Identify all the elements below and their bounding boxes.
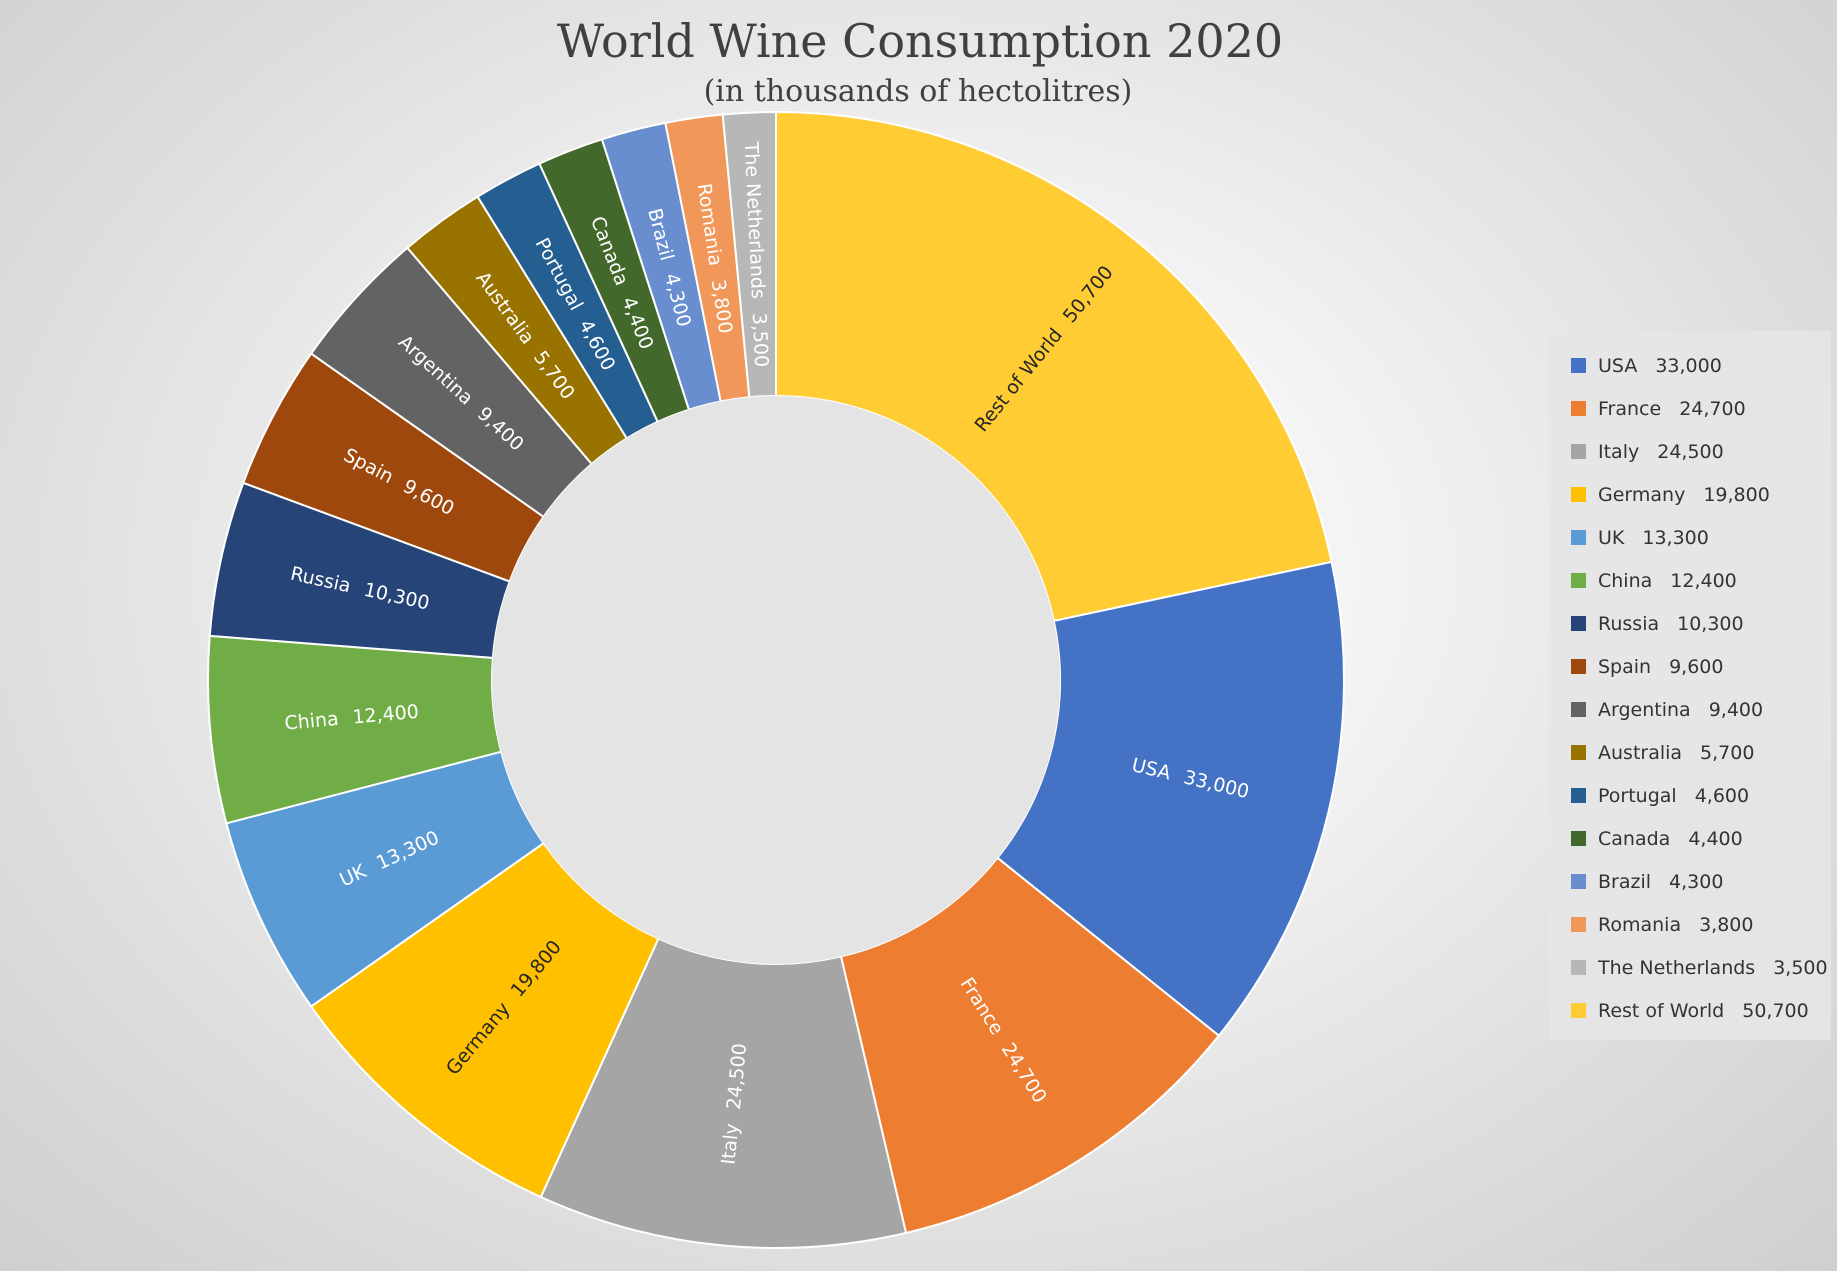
legend-swatch-uk [1571,530,1586,545]
legend-swatch-argentina [1571,702,1586,717]
legend-swatch-romania [1571,917,1586,932]
legend-item-the-netherlands: The Netherlands 3,500 [1597,957,1828,979]
legend-item-portugal: Portugal 4,600 [1598,785,1749,807]
legend-item-russia: Russia 10,300 [1598,613,1744,635]
legend-item-spain: Spain 9,600 [1598,656,1724,678]
legend-swatch-usa [1571,358,1586,373]
legend-item-france: France 24,700 [1598,398,1746,420]
legend-swatch-china [1571,573,1586,588]
legend-swatch-australia [1571,745,1586,760]
legend-swatch-brazil [1571,874,1586,889]
legend-item-rest-of-world: Rest of World 50,700 [1598,1000,1809,1022]
chart-legend: USA 33,000 France 24,700 Italy 24,500 Germany 1… [1549,331,1831,1040]
legend-item-china: China 12,400 [1598,570,1737,592]
legend-swatch-canada [1571,831,1586,846]
legend-item-canada: Canada 4,400 [1598,828,1743,850]
legend-item-brazil: Brazil 4,300 [1598,871,1723,893]
legend-box [1549,331,1831,1040]
chart-slices [207,110,1345,1249]
legend-swatch-germany [1571,487,1586,502]
donut-hole [492,396,1060,964]
legend-swatch-rest-of-world [1571,1003,1586,1018]
chart-subtitle: (in thousands of hectolitres) [704,74,1133,109]
legend-item-uk: UK 13,300 [1598,527,1709,549]
legend-item-australia: Australia 5,700 [1598,742,1754,764]
legend-swatch-france [1571,401,1586,416]
legend-swatch-spain [1571,659,1586,674]
legend-swatch-the-netherlands [1571,960,1586,975]
chart-title: World Wine Consumption 2020 [557,14,1283,68]
legend-item-romania: Romania 3,800 [1598,914,1754,936]
legend-item-argentina: Argentina 9,400 [1598,699,1763,721]
legend-item-italy: Italy 24,500 [1598,441,1724,463]
legend-item-usa: USA 33,000 [1598,355,1722,377]
slice-label-italy: Italy24,500 [717,1042,751,1165]
legend-swatch-portugal [1571,788,1586,803]
legend-swatch-italy [1571,444,1586,459]
legend-item-germany: Germany 19,800 [1598,484,1770,506]
legend-swatch-russia [1571,616,1586,631]
